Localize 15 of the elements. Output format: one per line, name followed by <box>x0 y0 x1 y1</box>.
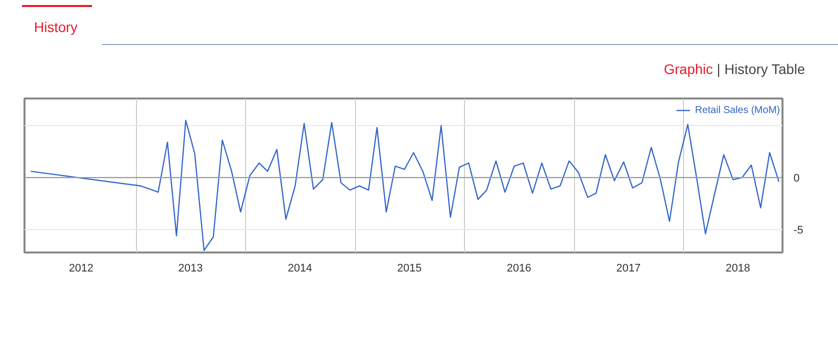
x-tick-label: 2015 <box>397 262 422 274</box>
x-tick-label: 2012 <box>68 262 94 274</box>
legend-label: Retail Sales (MoM) <box>694 104 780 116</box>
y-tick-label: 0 <box>794 172 800 185</box>
x-tick-label: 2013 <box>178 262 203 274</box>
line-series <box>30 120 780 252</box>
chart-title: History <box>34 18 78 37</box>
x-tick-label: 2016 <box>506 262 532 274</box>
x-tick-label: 2017 <box>616 262 641 274</box>
text: Graphic <box>664 61 713 77</box>
x-tick-label: 2014 <box>288 262 312 274</box>
y-tick-label: -5 <box>794 224 804 237</box>
text: | <box>716 61 720 77</box>
text: History Table <box>724 61 805 77</box>
x-tick-label: 2018 <box>726 262 750 274</box>
